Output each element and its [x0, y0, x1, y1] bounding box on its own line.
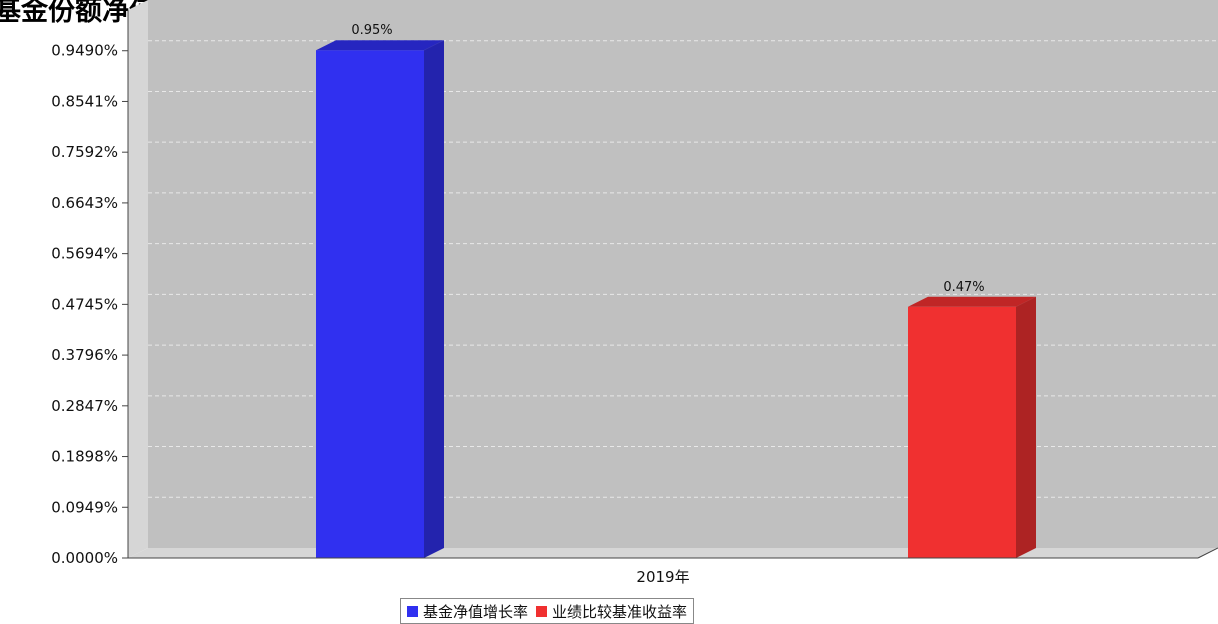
legend-swatch-fund	[407, 605, 418, 617]
plot-area	[128, 0, 1218, 558]
y-tick-label: 0.7592%	[51, 143, 118, 161]
legend-label-benchmark: 业绩比较基准收益率	[552, 602, 688, 621]
y-tick-label: 0.8541%	[51, 92, 118, 110]
plot-left-wall	[128, 0, 148, 558]
y-tick-label: 0.9490%	[51, 42, 118, 60]
y-tick-label: 0.2847%	[51, 397, 118, 415]
bar-front	[908, 306, 1016, 558]
x-axis-edge	[1197, 547, 1218, 559]
data-label: 0.47%	[943, 280, 984, 295]
y-tick-label: 0.4745%	[51, 295, 118, 313]
y-tick-label: 0.0000%	[51, 549, 118, 567]
bar-benchmark	[908, 296, 1036, 558]
legend-item-benchmark: 业绩比较基准收益率	[536, 601, 687, 622]
plot-floor	[128, 548, 1218, 558]
y-tick-label: 0.0949%	[51, 498, 118, 516]
y-tick-label: 0.6643%	[51, 194, 118, 212]
legend-swatch-benchmark	[536, 605, 548, 617]
y-tick-label: 0.5694%	[51, 245, 118, 263]
x-tick-label: 2019年	[636, 568, 689, 586]
y-tick-label: 0.3796%	[51, 346, 118, 364]
plot-back-wall	[148, 0, 1218, 548]
bar-top	[908, 296, 1036, 307]
data-label: 0.95%	[351, 23, 392, 38]
x-axis: 2019年	[128, 547, 1218, 586]
bar-front	[316, 50, 424, 558]
bar-side	[424, 40, 444, 558]
bar-top	[316, 40, 444, 51]
bar-side	[1016, 296, 1036, 558]
y-tick-label: 0.1898%	[51, 448, 118, 466]
legend: 基金净值增长率 业绩比较基准收益率	[400, 598, 695, 624]
bars: 0.95% 0.47%	[316, 23, 1036, 558]
y-axis: 0.0000% 0.0949% 0.1898% 0.2847% 0.3796% 0.474…	[51, 10, 129, 567]
legend-item-fund: 基金净值增长率	[407, 601, 528, 622]
legend-label-fund: 基金净值增长率	[423, 602, 529, 621]
bar-fund	[316, 40, 444, 558]
